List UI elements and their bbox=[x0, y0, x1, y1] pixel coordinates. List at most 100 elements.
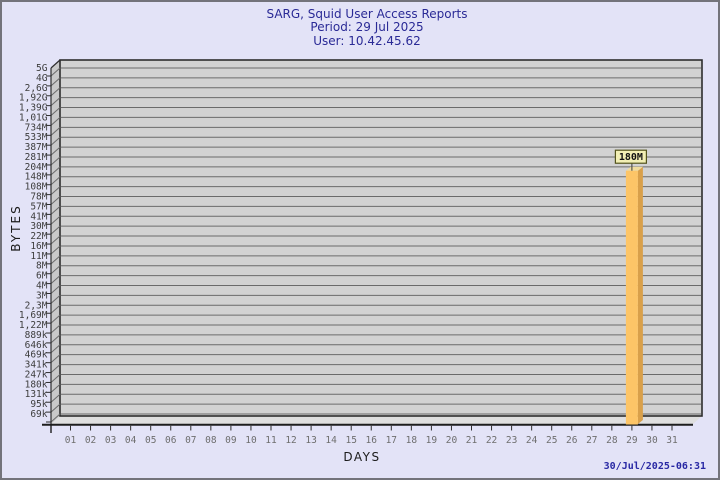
wall-gridline bbox=[50, 225, 61, 235]
wall-gridline bbox=[50, 403, 61, 413]
wall-gridline bbox=[50, 146, 61, 156]
bar-top-face bbox=[625, 166, 643, 171]
x-tick-label: 11 bbox=[265, 435, 277, 446]
chart-header: SARG, Squid User Access Reports Period: … bbox=[2, 7, 718, 48]
wall-gridline bbox=[50, 374, 61, 383]
y-axis-label: BYTES bbox=[9, 204, 23, 252]
x-tick-label: 05 bbox=[145, 435, 156, 446]
x-tick-label: 04 bbox=[125, 435, 137, 446]
y-tick-label: 1,22M bbox=[19, 320, 48, 331]
y-tick-label: 247k bbox=[25, 369, 48, 380]
wall-gridline bbox=[50, 304, 61, 314]
y-tick-label: 2,6G bbox=[25, 83, 48, 94]
x-tick-label: 31 bbox=[666, 435, 678, 446]
plot-area bbox=[59, 59, 703, 417]
y-tick-label: 180k bbox=[25, 379, 48, 390]
x-tick-label: 06 bbox=[165, 435, 177, 446]
bar-day-29: 180M bbox=[614, 149, 648, 425]
wall-gridline bbox=[50, 275, 61, 284]
x-tick-label: 12 bbox=[285, 435, 296, 446]
wall-gridline bbox=[50, 285, 61, 294]
wall-gridline bbox=[50, 206, 61, 215]
y-tick-label: 1,92G bbox=[19, 93, 48, 104]
chart-title: SARG, Squid User Access Reports bbox=[266, 7, 468, 21]
x-tick-label: 28 bbox=[606, 435, 618, 446]
wall-gridline bbox=[50, 166, 61, 176]
bar-side-face bbox=[637, 166, 643, 424]
wall-gridline bbox=[50, 196, 61, 205]
wall-gridline bbox=[50, 97, 61, 107]
x-tick-label: 10 bbox=[245, 435, 257, 446]
y-tick-label: 204M bbox=[25, 162, 48, 173]
y-tick-label: 22M bbox=[30, 231, 47, 242]
wall-gridline bbox=[50, 126, 61, 136]
wall-gridline bbox=[50, 215, 61, 225]
wall-gridline bbox=[50, 344, 61, 354]
x-tick-label: 03 bbox=[105, 435, 116, 446]
y-tick-label: 5G bbox=[36, 63, 48, 74]
y-tick-label: 533M bbox=[25, 132, 48, 143]
plot-left-wall bbox=[51, 60, 60, 424]
y-tick-label: 4M bbox=[36, 280, 48, 291]
x-tick-label: 13 bbox=[305, 435, 316, 446]
y-tick-label: 131k bbox=[25, 389, 48, 400]
x-tick-label: 01 bbox=[65, 435, 77, 446]
wall-gridline bbox=[50, 314, 61, 324]
bar-front-face bbox=[625, 170, 638, 425]
x-tick-label: 23 bbox=[506, 435, 517, 446]
x-tick-label: 19 bbox=[426, 435, 438, 446]
x-tick-label: 16 bbox=[366, 435, 378, 446]
x-tick-label: 18 bbox=[406, 435, 418, 446]
wall-gridline bbox=[50, 235, 61, 245]
chart-user: User: 10.42.45.62 bbox=[313, 33, 421, 48]
wall-gridline bbox=[50, 324, 61, 334]
y-tick-label: 1,69M bbox=[19, 310, 48, 321]
y-tick-label: 8M bbox=[36, 261, 48, 272]
x-tick-label: 09 bbox=[225, 435, 237, 446]
wall-top-edge bbox=[50, 59, 61, 69]
wall-gridline bbox=[50, 77, 61, 87]
wall-gridline bbox=[50, 176, 61, 186]
x-axis-label: DAYS bbox=[343, 450, 381, 464]
y-tick-label: 387M bbox=[25, 142, 48, 153]
wall-gridline bbox=[50, 334, 61, 344]
wall-gridline bbox=[50, 383, 61, 393]
y-tick-label: 6M bbox=[36, 271, 48, 282]
bar-value-note bbox=[614, 149, 648, 164]
x-tick-label: 24 bbox=[526, 435, 538, 446]
wall-gridline bbox=[50, 393, 61, 403]
y-tick-label: 1,01G bbox=[19, 112, 48, 123]
y-tick-label: 78M bbox=[30, 192, 47, 203]
x-tick-label: 22 bbox=[486, 435, 497, 446]
x-tick-label: 30 bbox=[646, 435, 658, 446]
x-tick-label: 29 bbox=[626, 435, 638, 446]
wall-gridline bbox=[50, 186, 61, 196]
y-axis-tick-labels: 5G4G2,6G1,92G1,39G1,01G734M533M387M281M2… bbox=[19, 63, 48, 420]
wall-gridline bbox=[50, 136, 61, 146]
y-tick-label: 1,39G bbox=[19, 103, 48, 114]
x-tick-label: 14 bbox=[325, 435, 337, 446]
plot-floor bbox=[51, 416, 702, 424]
bar-value-label: 180M bbox=[619, 152, 643, 163]
x-tick-label: 17 bbox=[386, 435, 397, 446]
y-tick-label: 57M bbox=[30, 201, 47, 212]
wall-gridline bbox=[50, 117, 61, 126]
x-tick-label: 26 bbox=[566, 435, 578, 446]
x-tick-label: 25 bbox=[546, 435, 557, 446]
y-tick-label: 646k bbox=[25, 340, 48, 351]
wall-gridline bbox=[50, 354, 61, 364]
x-tick-label: 07 bbox=[185, 435, 196, 446]
y-tick-label: 4G bbox=[36, 73, 48, 84]
y-tick-label: 341k bbox=[25, 360, 48, 371]
y-tick-label: 95k bbox=[30, 399, 47, 410]
y-tick-label: 3M bbox=[36, 290, 48, 301]
wall-gridline bbox=[50, 87, 61, 97]
wall-gridline bbox=[50, 245, 61, 255]
y-tick-label: 16M bbox=[30, 241, 47, 252]
chart-period: Period: 29 Jul 2025 bbox=[310, 20, 424, 35]
wall-gridline bbox=[50, 413, 61, 423]
y-tick-label: 41M bbox=[30, 211, 47, 222]
x-tick-label: 15 bbox=[345, 435, 356, 446]
